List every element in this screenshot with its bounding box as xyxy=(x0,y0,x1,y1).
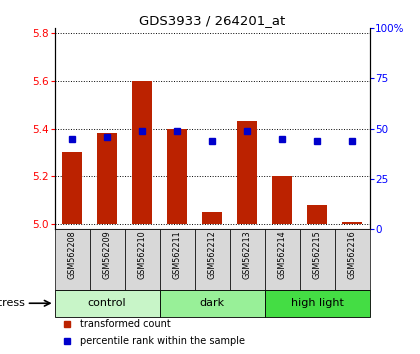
Bar xyxy=(63,153,82,224)
Bar xyxy=(125,229,160,290)
Text: control: control xyxy=(88,298,126,308)
Bar xyxy=(55,290,160,317)
Bar xyxy=(237,121,257,224)
Text: GSM562213: GSM562213 xyxy=(243,230,252,279)
Text: GSM562208: GSM562208 xyxy=(68,230,76,279)
Bar xyxy=(132,81,152,224)
Bar xyxy=(299,229,335,290)
Text: GSM562216: GSM562216 xyxy=(348,230,357,279)
Text: transformed count: transformed count xyxy=(80,319,171,329)
Bar xyxy=(342,222,362,224)
Bar xyxy=(160,290,265,317)
Text: GSM562215: GSM562215 xyxy=(312,230,322,279)
Bar xyxy=(273,176,292,224)
Bar xyxy=(194,229,230,290)
Bar xyxy=(89,229,125,290)
Text: percentile rank within the sample: percentile rank within the sample xyxy=(80,336,245,346)
Text: dark: dark xyxy=(200,298,225,308)
Bar xyxy=(168,129,187,224)
Bar xyxy=(335,229,370,290)
Text: GSM562210: GSM562210 xyxy=(138,230,147,279)
Title: GDS3933 / 264201_at: GDS3933 / 264201_at xyxy=(139,14,285,27)
Bar xyxy=(230,229,265,290)
Bar xyxy=(97,133,117,224)
Bar xyxy=(265,229,299,290)
Bar xyxy=(202,212,222,224)
Text: GSM562209: GSM562209 xyxy=(102,230,112,279)
Text: GSM562214: GSM562214 xyxy=(278,230,286,279)
Text: GSM562211: GSM562211 xyxy=(173,230,181,279)
Bar xyxy=(55,229,89,290)
Bar xyxy=(160,229,194,290)
Bar xyxy=(265,290,370,317)
Text: stress: stress xyxy=(0,298,25,308)
Text: high light: high light xyxy=(291,298,344,308)
Text: GSM562212: GSM562212 xyxy=(207,230,217,279)
Bar xyxy=(307,205,327,224)
